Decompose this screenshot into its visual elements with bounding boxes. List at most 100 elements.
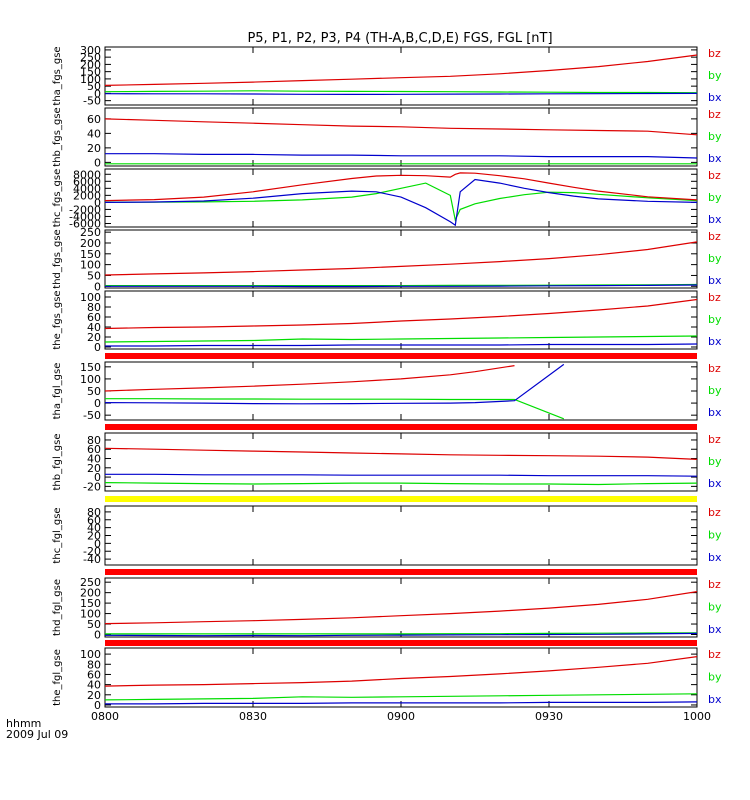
status-bar-yellow (105, 496, 697, 502)
y-tick-label: 50 (87, 80, 101, 93)
y-tick-label: 80 (87, 301, 101, 314)
date-label: 2009 Jul 09 (6, 728, 68, 741)
legend-bz: bz (708, 108, 721, 121)
series-bx (105, 178, 697, 227)
legend-bz: bz (708, 291, 721, 304)
legend-bx: bx (708, 477, 722, 490)
legend-bz: bz (708, 648, 721, 661)
y-tick-label: 100 (80, 291, 101, 304)
x-tick-label: 0830 (239, 710, 267, 723)
y-tick-label: 80 (87, 434, 101, 447)
y-tick-label: 0 (94, 699, 101, 712)
y-tick-label: 300 (80, 44, 101, 57)
y-tick-label: -2000 (69, 203, 101, 216)
time-axis-label: hhmm (6, 717, 41, 730)
y-tick-label: 0 (94, 341, 101, 354)
status-bar-red (105, 640, 697, 646)
y-tick-label: 50 (87, 269, 101, 282)
panel-frame (104, 46, 698, 106)
legend-by: by (708, 601, 722, 614)
y-axis-title: tha_fgl_gse (52, 363, 63, 420)
y-axis-title: tha_fgs_gse (52, 46, 63, 105)
series-bx (105, 92, 697, 96)
y-tick-label: 100 (80, 73, 101, 86)
legend-bx: bx (708, 693, 722, 706)
legend-bx: bx (708, 623, 722, 636)
series-bx (105, 632, 697, 637)
legend-bz: bz (708, 578, 721, 591)
status-bar-red (105, 569, 697, 575)
y-tick-label: 0 (94, 156, 101, 169)
y-tick-label: 0 (94, 87, 101, 100)
legend-by: by (708, 384, 722, 397)
legend-bz: bz (708, 230, 721, 243)
y-tick-label: -6000 (69, 217, 101, 230)
x-tick-label: 1000 (683, 710, 711, 723)
panel-frame (104, 505, 698, 566)
y-tick-label: 0 (94, 280, 101, 293)
y-tick-label: 8000 (73, 168, 101, 181)
series-bx (105, 153, 697, 159)
figure-title: P5, P1, P2, P3, P4 (TH-A,B,C,D,E) FGS, F… (247, 31, 552, 46)
panel-frame (104, 361, 698, 421)
series-by (105, 335, 697, 343)
x-tick-label: 0800 (91, 710, 119, 723)
y-tick-label: 200 (80, 58, 101, 71)
y-tick-label: 80 (87, 658, 101, 671)
y-tick-label: 100 (80, 259, 101, 272)
series-by (105, 482, 697, 486)
legend-by: by (708, 529, 722, 542)
y-tick-label: 20 (87, 331, 101, 344)
y-tick-label: 60 (87, 514, 101, 527)
y-tick-label: 40 (87, 127, 101, 140)
panel-frame (104, 290, 698, 350)
y-tick-label: -4000 (69, 210, 101, 223)
legend-by: by (708, 671, 722, 684)
legend-bz: bz (708, 433, 721, 446)
y-tick-label: 150 (80, 361, 101, 374)
y-axis-title: thc_fgs_gse (52, 169, 63, 228)
x-tick-label: 0900 (387, 710, 415, 723)
panel-frame (104, 432, 698, 492)
y-tick-label: 40 (87, 453, 101, 466)
y-tick-label: 6000 (73, 175, 101, 188)
legend-bz: bz (708, 169, 721, 182)
series-bz (105, 447, 697, 460)
series-by (105, 398, 565, 420)
legend-by: by (708, 313, 722, 326)
y-tick-label: 0 (94, 471, 101, 484)
y-tick-label: -20 (83, 545, 101, 558)
legend-bx: bx (708, 551, 722, 564)
y-axis-title: thd_fgs_gse (52, 229, 63, 288)
legend-by: by (708, 130, 722, 143)
y-tick-label: 40 (87, 321, 101, 334)
legend-bx: bx (708, 335, 722, 348)
y-axis-title: thd_fgl_gse (52, 579, 63, 636)
y-tick-label: 0 (94, 628, 101, 641)
y-tick-label: 150 (80, 248, 101, 261)
legend-bx: bx (708, 213, 722, 226)
y-tick-label: 200 (80, 237, 101, 250)
series-by (105, 182, 697, 222)
y-tick-label: 50 (87, 618, 101, 631)
y-tick-label: 20 (87, 142, 101, 155)
y-tick-label: 2000 (73, 189, 101, 202)
legend-by: by (708, 69, 722, 82)
y-tick-label: 4000 (73, 182, 101, 195)
y-tick-label: 150 (80, 597, 101, 610)
series-by (105, 90, 697, 94)
series-bz (105, 172, 697, 202)
series-bz (105, 298, 697, 330)
status-bar-red (105, 353, 697, 359)
y-tick-label: -40 (83, 553, 101, 566)
y-tick-label: 250 (80, 51, 101, 64)
series-bx (105, 363, 565, 405)
